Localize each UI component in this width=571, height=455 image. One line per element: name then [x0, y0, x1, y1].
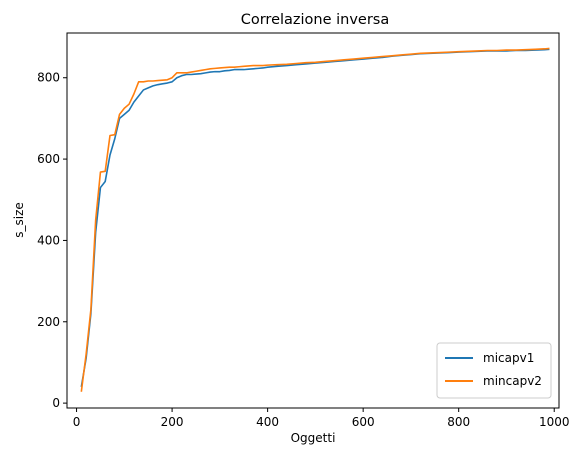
- x-tick-label: 1000: [539, 415, 570, 429]
- y-axis-title: s_size: [12, 202, 26, 238]
- chart-title: Correlazione inversa: [241, 12, 390, 28]
- x-tick-label: 800: [447, 415, 470, 429]
- y-tick-label: 400: [37, 233, 60, 247]
- legend: micapv1 mincapv2: [437, 343, 551, 398]
- x-tick-label: 200: [161, 415, 184, 429]
- y-tick-label: 800: [37, 71, 60, 85]
- legend-label-micapv1: micapv1: [483, 351, 534, 365]
- x-tick-label: 0: [73, 415, 81, 429]
- x-tick-label: 600: [352, 415, 375, 429]
- y-tick-label: 0: [52, 396, 60, 410]
- x-axis-title: Oggetti: [291, 431, 336, 445]
- x-tick-label: 400: [256, 415, 279, 429]
- y-tick-label: 200: [37, 315, 60, 329]
- legend-label-mincapv2: mincapv2: [483, 374, 542, 388]
- y-tick-label: 600: [37, 152, 60, 166]
